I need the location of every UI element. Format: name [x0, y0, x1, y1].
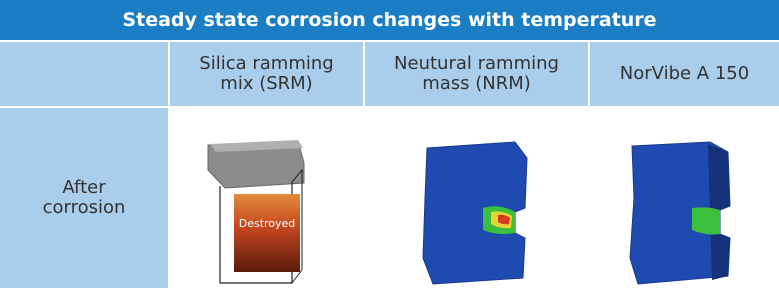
nrm-image — [365, 108, 588, 288]
image-annotation: Destroyed — [239, 217, 296, 230]
table-title: Steady state corrosion changes with temp… — [0, 0, 779, 40]
header-corner — [0, 42, 168, 106]
norvibe-image — [590, 108, 779, 288]
row-label: After corrosion — [0, 108, 168, 288]
column-header: Neutural ramming mass (NRM) — [365, 42, 588, 106]
column-header: NorVibe A 150 — [590, 42, 779, 106]
srm-image: Destroyed — [170, 108, 363, 288]
column-header: Silica ramming mix (SRM) — [170, 42, 363, 106]
page: Steady state corrosion changes with temp… — [0, 0, 779, 288]
